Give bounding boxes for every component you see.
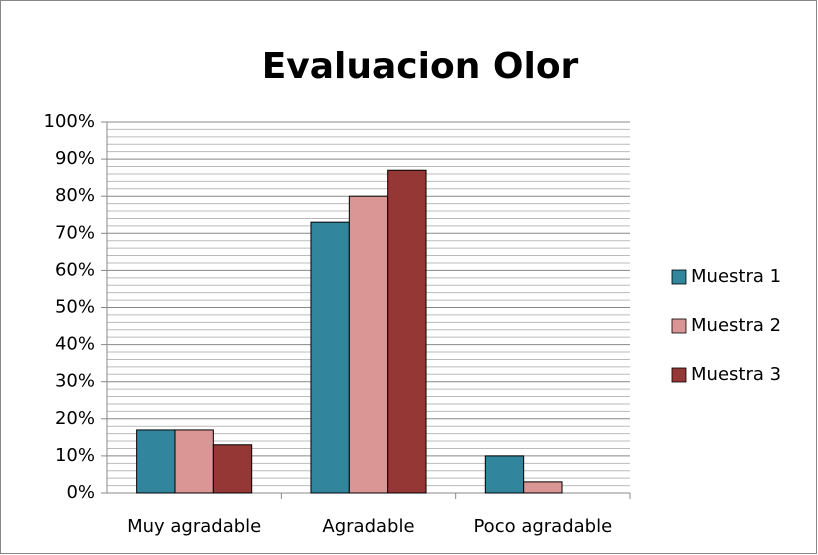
legend-swatch: [671, 318, 687, 334]
bar: [136, 429, 176, 494]
y-tick-label: 80%: [55, 185, 95, 206]
y-tick-label: 60%: [55, 259, 95, 280]
bar: [523, 481, 563, 494]
y-tick-label: 40%: [55, 334, 95, 355]
y-tick-label: 70%: [55, 222, 95, 243]
y-tick-label: 0%: [66, 482, 95, 503]
y-tick-label: 10%: [55, 445, 95, 466]
y-tick-label: 20%: [55, 408, 95, 429]
x-tick-label: Agradable: [322, 516, 414, 537]
y-tick-label: 90%: [55, 148, 95, 169]
legend-label: Muestra 3: [691, 364, 781, 385]
y-tick-label: 100%: [44, 111, 95, 132]
legend-swatch: [671, 367, 687, 383]
y-tick-label: 50%: [55, 297, 95, 318]
bar: [310, 221, 350, 494]
x-tick-label: Poco agradable: [473, 516, 612, 537]
legend-label: Muestra 2: [691, 315, 781, 336]
bar: [484, 455, 525, 494]
x-tick-label: Muy agradable: [127, 516, 261, 537]
chart-title: Evaluacion Olor: [262, 46, 579, 87]
legend-swatch: [671, 269, 687, 285]
bar: [387, 169, 427, 494]
y-tick-label: 30%: [55, 371, 95, 392]
legend-label: Muestra 1: [691, 266, 781, 287]
bar: [212, 444, 253, 494]
bar: [348, 195, 389, 494]
bar: [174, 429, 214, 494]
